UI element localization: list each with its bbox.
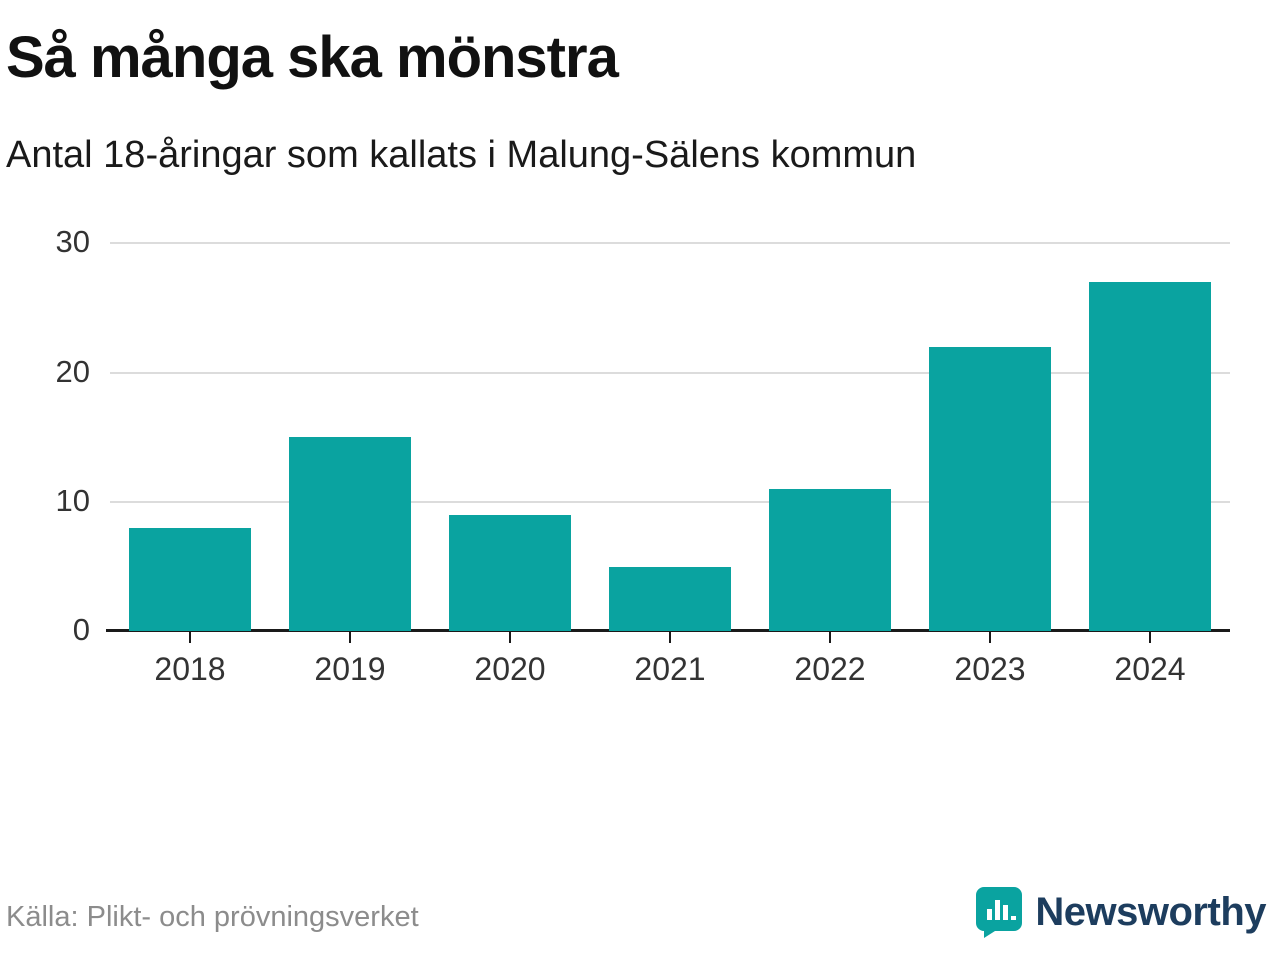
- x-tick-mark: [189, 631, 191, 644]
- bar-cell-2020: [430, 243, 590, 632]
- x-tick-mark: [669, 631, 671, 644]
- plot-area: 0 10 20 30: [56, 224, 1230, 647]
- x-cell-2018: 2018: [110, 631, 270, 688]
- bar-2024: [1089, 282, 1211, 632]
- x-tick-mark: [349, 631, 351, 644]
- x-tick-label-2022: 2022: [794, 651, 866, 688]
- chart-title: Så många ska mönstra: [6, 25, 619, 90]
- y-tick-label-0: 0: [72, 612, 90, 648]
- gridline-20: [110, 371, 1230, 374]
- bar-2021: [609, 566, 731, 632]
- x-tick-mark: [509, 631, 511, 644]
- bar-cell-2022: [750, 243, 910, 632]
- bar-cell-2021: [590, 243, 750, 632]
- x-tick-label-2019: 2019: [314, 651, 386, 688]
- x-cell-2023: 2023: [910, 631, 1070, 688]
- bar-cell-2023: [910, 243, 1070, 632]
- bars-container: [110, 243, 1230, 632]
- x-cell-2020: 2020: [430, 631, 590, 688]
- bar-chart: 0 10 20 30 2018 2019 2020 2021 2022 2023 2024: [56, 224, 1230, 688]
- y-tick-label-10: 10: [55, 483, 90, 519]
- x-cell-2022: 2022: [750, 631, 910, 688]
- x-cell-2019: 2019: [270, 631, 430, 688]
- chart-subtitle: Antal 18-åringar som kallats i Malung-Sä…: [6, 133, 917, 176]
- y-tick-label-30: 30: [55, 224, 90, 260]
- x-cell-2024: 2024: [1070, 631, 1230, 688]
- newsworthy-logo-icon: [976, 887, 1023, 938]
- x-tick-mark: [829, 631, 831, 644]
- bar-2023: [929, 346, 1051, 632]
- source-note: Källa: Plikt- och prövningsverket: [6, 901, 419, 933]
- bar-2018: [129, 528, 251, 632]
- x-axis-labels: 2018 2019 2020 2021 2022 2023 2024: [110, 631, 1230, 688]
- brand-name: Newsworthy: [1035, 889, 1266, 934]
- bar-cell-2024: [1070, 243, 1230, 632]
- x-tick-mark: [989, 631, 991, 644]
- x-tick-label-2021: 2021: [634, 651, 706, 688]
- chart-footer: Källa: Plikt- och prövningsverket Newswo…: [0, 870, 1280, 960]
- x-tick-label-2023: 2023: [954, 651, 1026, 688]
- bar-cell-2019: [270, 243, 430, 632]
- x-tick-mark: [1149, 631, 1151, 644]
- x-tick-label-2024: 2024: [1114, 651, 1186, 688]
- brand: Newsworthy: [975, 886, 1266, 938]
- gridline-10: [110, 501, 1230, 504]
- bar-2019: [289, 437, 411, 632]
- y-tick-label-20: 20: [55, 353, 90, 389]
- x-tick-label-2020: 2020: [474, 651, 546, 688]
- gridline-30: [110, 242, 1230, 245]
- bar-2022: [769, 489, 891, 632]
- bar-cell-2018: [110, 243, 270, 632]
- x-cell-2021: 2021: [590, 631, 750, 688]
- x-tick-label-2018: 2018: [154, 651, 226, 688]
- bar-2020: [449, 515, 571, 632]
